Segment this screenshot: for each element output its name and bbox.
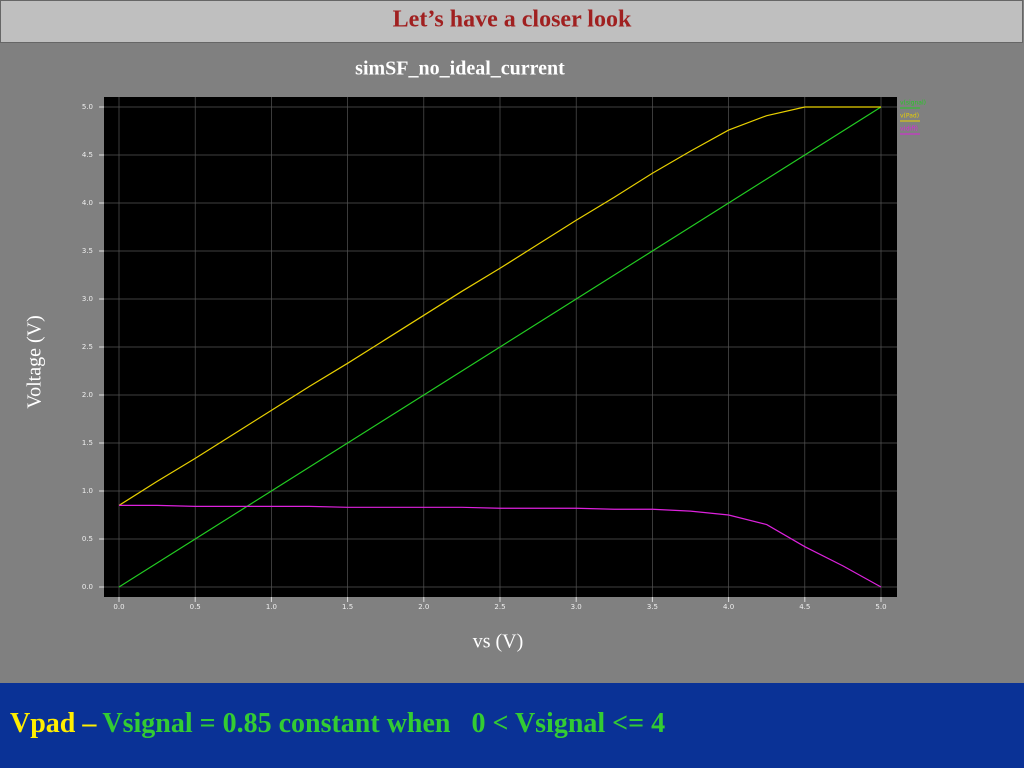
x-axis-label: vs (V) bbox=[473, 631, 524, 653]
y-tick-label: 1.0 bbox=[82, 487, 93, 495]
y-tick-label: 0.5 bbox=[82, 535, 93, 543]
y-tick-label: 4.0 bbox=[82, 199, 93, 207]
x-tick-label: 0.0 bbox=[113, 603, 124, 611]
series-line bbox=[119, 504, 882, 588]
legend-label: v(Pad) bbox=[900, 113, 919, 120]
y-tick-label: 1.5 bbox=[82, 439, 93, 447]
x-tick-label: 1.5 bbox=[342, 603, 353, 611]
chart-title: simSF_no_ideal_current bbox=[355, 58, 565, 80]
x-tick-label: 2.5 bbox=[494, 603, 505, 611]
x-tick-label: 5.0 bbox=[875, 603, 886, 611]
footer-bar bbox=[0, 683, 1024, 768]
x-tick-label: 2.0 bbox=[418, 603, 429, 611]
y-tick-label: 4.5 bbox=[82, 151, 93, 159]
y-tick-label: 0.0 bbox=[82, 583, 93, 591]
y-tick-label: 3.5 bbox=[82, 247, 93, 255]
y-tick-label: 3.0 bbox=[82, 295, 93, 303]
title-bar bbox=[0, 0, 1023, 43]
x-tick-label: 4.0 bbox=[723, 603, 734, 611]
x-tick-label: 3.0 bbox=[571, 603, 582, 611]
footer-prefix: Vpad – bbox=[10, 708, 97, 739]
x-tick-label: 1.0 bbox=[266, 603, 277, 611]
x-tick-label: 3.5 bbox=[647, 603, 658, 611]
y-tick-label: 5.0 bbox=[82, 103, 93, 111]
footer: Vpad – Vsignal = 0.85 constant when 0 < V… bbox=[10, 708, 665, 739]
y-tick-label: 2.0 bbox=[82, 391, 93, 399]
slide-title: Let’s have a closer look bbox=[393, 7, 632, 33]
legend-label: v(diff) bbox=[900, 126, 918, 133]
legend-label: v(signal) bbox=[900, 100, 926, 107]
x-tick-label: 4.5 bbox=[799, 603, 810, 611]
series-line bbox=[118, 106, 882, 588]
x-tick-label: 0.5 bbox=[190, 603, 201, 611]
y-tick-label: 2.5 bbox=[82, 343, 93, 351]
series-line bbox=[118, 106, 881, 506]
plot: 0.0 0.5 1.0 1.5 2.0 2.5 3.0 3.5 4.0 4.5 5.0 0.0 0.5 1… bbox=[82, 97, 926, 611]
y-axis-label: Voltage (V) bbox=[24, 315, 46, 409]
footer-text: Vsignal = 0.85 constant when 0 < Vsignal… bbox=[102, 708, 665, 739]
